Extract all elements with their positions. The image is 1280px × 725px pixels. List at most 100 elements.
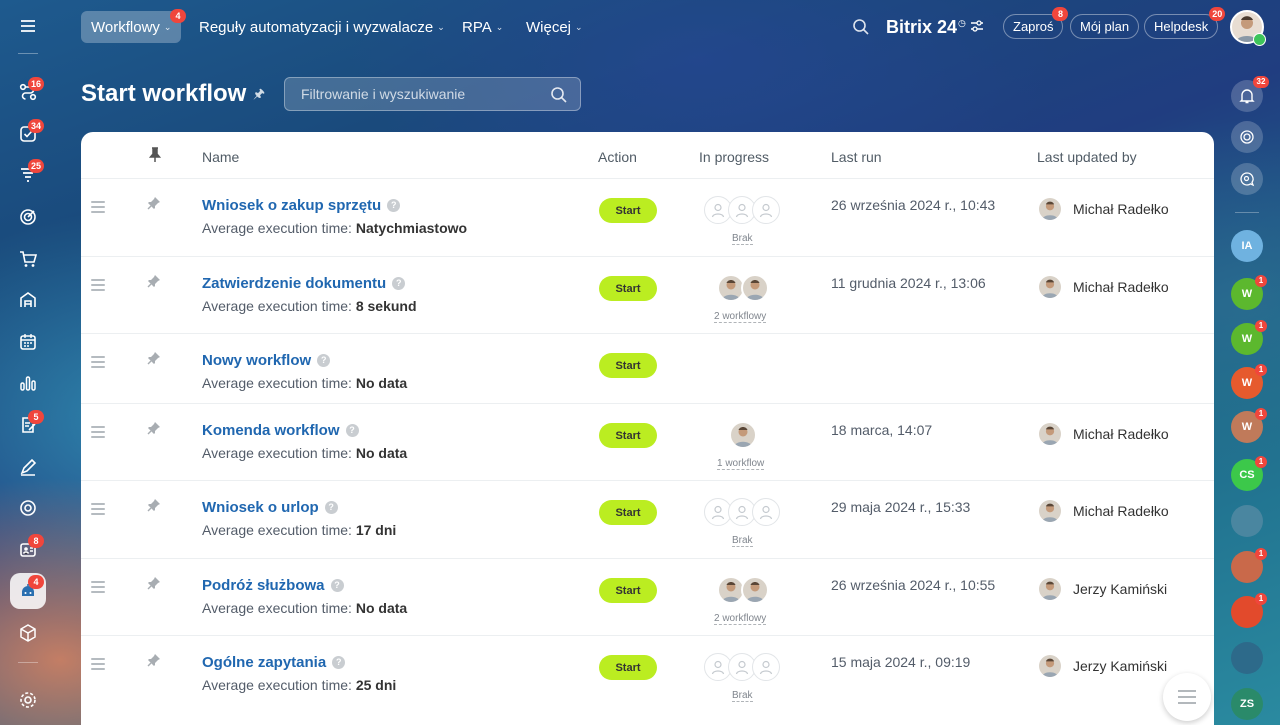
last-updated-by[interactable]: Jerzy Kamiński	[1039, 654, 1167, 678]
help-icon[interactable]: ?	[387, 199, 401, 212]
sidebar-item-crm[interactable]: 25	[10, 157, 46, 193]
tab-more[interactable]: Więcej ⌄	[526, 11, 583, 43]
pin-icon[interactable]	[147, 351, 161, 368]
pin-icon[interactable]	[147, 498, 161, 515]
sidebar-item-reports[interactable]	[10, 365, 46, 401]
in-progress-link[interactable]: 2 workflowy	[714, 613, 767, 625]
start-button[interactable]: Start	[599, 423, 657, 448]
pin-icon[interactable]	[147, 421, 161, 438]
drag-handle-icon[interactable]	[91, 503, 105, 518]
sidebar-item-shop[interactable]	[10, 241, 46, 277]
pin-icon[interactable]: 🖈	[253, 86, 266, 101]
last-updated-by[interactable]: Michał Radełko	[1039, 197, 1169, 221]
start-button[interactable]: Start	[599, 655, 657, 680]
invite-badge: 8	[1052, 7, 1069, 21]
workflowy-badge: 4	[170, 9, 186, 23]
chat-avatar[interactable]	[1231, 642, 1263, 674]
rightbar-divider	[1235, 212, 1259, 213]
in-progress-link[interactable]: 1 workflow	[717, 458, 765, 470]
chat-avatar[interactable]	[1231, 505, 1263, 537]
invite-button[interactable]: Zaproś 8	[1003, 7, 1069, 39]
sidebar-item-tasks[interactable]: 34	[10, 116, 46, 152]
in-progress-avatars[interactable]	[729, 421, 757, 449]
workflow-name-link[interactable]: Komenda workflow?	[202, 422, 359, 439]
start-button[interactable]: Start	[599, 578, 657, 603]
tab-rpa[interactable]: RPA ⌄	[462, 11, 503, 43]
sidebar-item-market[interactable]	[10, 615, 46, 651]
workflow-name-link[interactable]: Ogólne zapytania?	[202, 654, 346, 671]
help-icon[interactable]: ?	[392, 277, 406, 290]
chat-badge: 1	[1255, 456, 1267, 468]
help-icon[interactable]: ?	[317, 354, 331, 367]
drag-handle-icon[interactable]	[91, 658, 105, 673]
sidebar-item-support[interactable]	[10, 490, 46, 526]
sidebar-item-store[interactable]	[10, 282, 46, 318]
pin-icon[interactable]	[147, 576, 161, 593]
last-run-date: 26 września 2024 r., 10:55	[831, 577, 996, 593]
in-progress-avatars[interactable]	[717, 576, 769, 604]
notifications-button[interactable]: 32	[1231, 76, 1269, 112]
drag-handle-icon[interactable]	[91, 279, 105, 294]
sidebar-item-settings[interactable]	[10, 682, 46, 718]
sidebar-item-automation[interactable]: 4	[10, 573, 46, 609]
avg-execution-time: Average execution time: No data	[202, 375, 408, 391]
last-updated-by[interactable]: Michał Radełko	[1039, 275, 1169, 299]
sidebar-item-feed[interactable]: 16	[10, 74, 46, 110]
tab-automation-rules[interactable]: Reguły automatyzacji i wyzwalacze ⌄	[199, 11, 445, 43]
menu-icon[interactable]	[10, 8, 46, 44]
list-menu-button[interactable]	[1163, 673, 1211, 721]
chevron-down-icon: ⌄	[495, 21, 504, 32]
in-progress-link[interactable]: 2 workflowy	[714, 311, 767, 323]
settings-sliders-icon[interactable]	[970, 19, 984, 38]
search-icon[interactable]	[550, 86, 568, 104]
start-button[interactable]: Start	[599, 198, 657, 223]
helpdesk-button[interactable]: Helpdesk 20	[1144, 7, 1226, 39]
last-updated-by[interactable]: Jerzy Kamiński	[1039, 577, 1167, 601]
start-button[interactable]: Start	[599, 276, 657, 301]
chat-avatar[interactable]: IA	[1231, 230, 1263, 262]
last-updated-by[interactable]: Michał Radełko	[1039, 422, 1169, 446]
workflow-name-link[interactable]: Wniosek o zakup sprzętu?	[202, 197, 401, 214]
pin-icon[interactable]	[147, 274, 161, 291]
chat-avatar[interactable]: ZS	[1231, 688, 1263, 720]
workflow-name-link[interactable]: Wniosek o urlop?	[202, 499, 338, 516]
tab-workflowy-label: Workflowy	[91, 18, 160, 36]
help-icon[interactable]: ?	[345, 424, 359, 437]
pin-icon[interactable]	[147, 653, 161, 670]
help-icon[interactable]: ?	[332, 656, 346, 669]
workflow-name-link[interactable]: Podróż służbowa?	[202, 577, 344, 594]
chat-avatar[interactable]: 1	[1231, 593, 1267, 628]
chat-avatar[interactable]: 1	[1231, 548, 1267, 583]
sidebar-item-documents[interactable]: 5	[10, 407, 46, 443]
start-button[interactable]: Start	[599, 500, 657, 525]
last-updated-by[interactable]: Michał Radełko	[1039, 499, 1169, 523]
in-progress-avatars[interactable]	[717, 274, 769, 302]
start-button[interactable]: Start	[599, 353, 657, 378]
search-input[interactable]	[285, 78, 545, 110]
workflow-name-link[interactable]: Nowy workflow?	[202, 352, 331, 369]
drag-handle-icon[interactable]	[91, 356, 105, 371]
tab-workflowy[interactable]: Workflowy ⌄ 4	[81, 9, 186, 43]
search-icon[interactable]	[852, 18, 870, 41]
sidebar-item-contacts[interactable]: 8	[10, 532, 46, 568]
sidebar-item-calendar[interactable]	[10, 324, 46, 360]
help-icon[interactable]: ?	[330, 579, 344, 592]
my-plan-button[interactable]: Mój plan	[1070, 14, 1140, 39]
drag-handle-icon[interactable]	[91, 426, 105, 441]
sidebar-item-goals[interactable]	[10, 199, 46, 235]
pen-icon	[20, 458, 37, 476]
workflow-name-link[interactable]: Zatwierdzenie dokumentu?	[202, 275, 406, 292]
chat-avatar[interactable]: CS 1	[1231, 456, 1267, 491]
copilot-button[interactable]	[1231, 121, 1263, 153]
chat-search-button[interactable]	[1231, 163, 1263, 195]
drag-handle-icon[interactable]	[91, 201, 105, 216]
help-icon[interactable]: ?	[324, 501, 338, 514]
sidebar-item-sign[interactable]	[10, 449, 46, 485]
column-header-last-run: Last run	[831, 149, 882, 165]
pin-icon[interactable]	[147, 196, 161, 213]
drag-handle-icon[interactable]	[91, 581, 105, 596]
